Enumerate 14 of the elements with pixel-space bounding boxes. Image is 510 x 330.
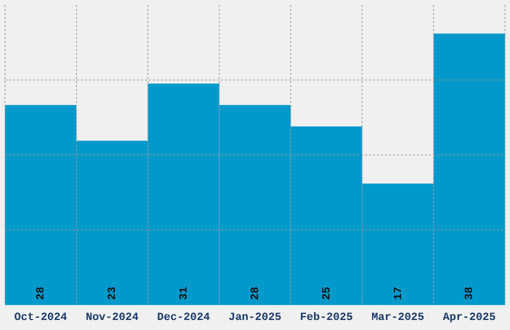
x-tick-label: Jan-2025 [228, 312, 282, 324]
data-label: 38 [464, 286, 476, 300]
data-label: 25 [321, 286, 334, 300]
x-tick-label: Nov-2024 [86, 312, 139, 324]
x-tick-label: Feb-2025 [300, 312, 354, 324]
data-label: 28 [36, 286, 48, 300]
data-label: 17 [392, 286, 405, 300]
x-tick-label: Oct-2024 [14, 312, 68, 324]
data-label: 31 [178, 286, 190, 300]
x-tick-label: Mar-2025 [371, 312, 425, 324]
data-label: 28 [250, 286, 262, 300]
data-label: 23 [107, 286, 120, 300]
x-tick-label: Dec-2024 [157, 312, 210, 324]
x-tick-label: Apr-2025 [442, 312, 496, 324]
